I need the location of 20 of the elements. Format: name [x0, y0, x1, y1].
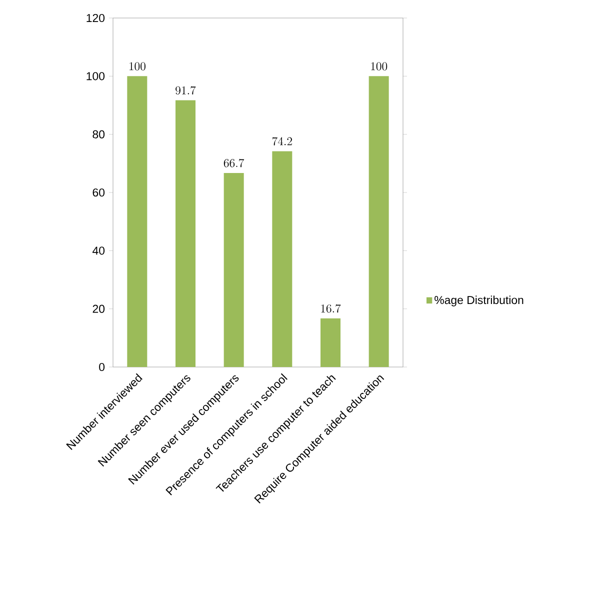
bar [127, 76, 148, 367]
bar [224, 173, 244, 367]
data-label: 66.7 [224, 158, 244, 168]
bar [272, 151, 292, 367]
legend-label: %age Distribution [434, 296, 524, 306]
data-label: 91 .7 [176, 86, 196, 95]
y-tick-label: 20 [92, 304, 105, 313]
y-tick-label: 0 [99, 362, 105, 372]
y-tick-label: 40 [92, 246, 105, 255]
bar [320, 318, 340, 367]
data-label: 100 [129, 62, 146, 70]
y-tick-label: 60 [92, 188, 105, 197]
data-label: 100 [371, 62, 388, 70]
data-label: 16.7 [321, 304, 341, 313]
y-tick-label: 100 [86, 72, 105, 80]
y-tick-label: 120 [86, 14, 105, 22]
y-tick-label: 80 [92, 130, 105, 138]
data-label: 74.2 [272, 137, 292, 146]
bar [176, 100, 196, 367]
bar [368, 76, 389, 367]
